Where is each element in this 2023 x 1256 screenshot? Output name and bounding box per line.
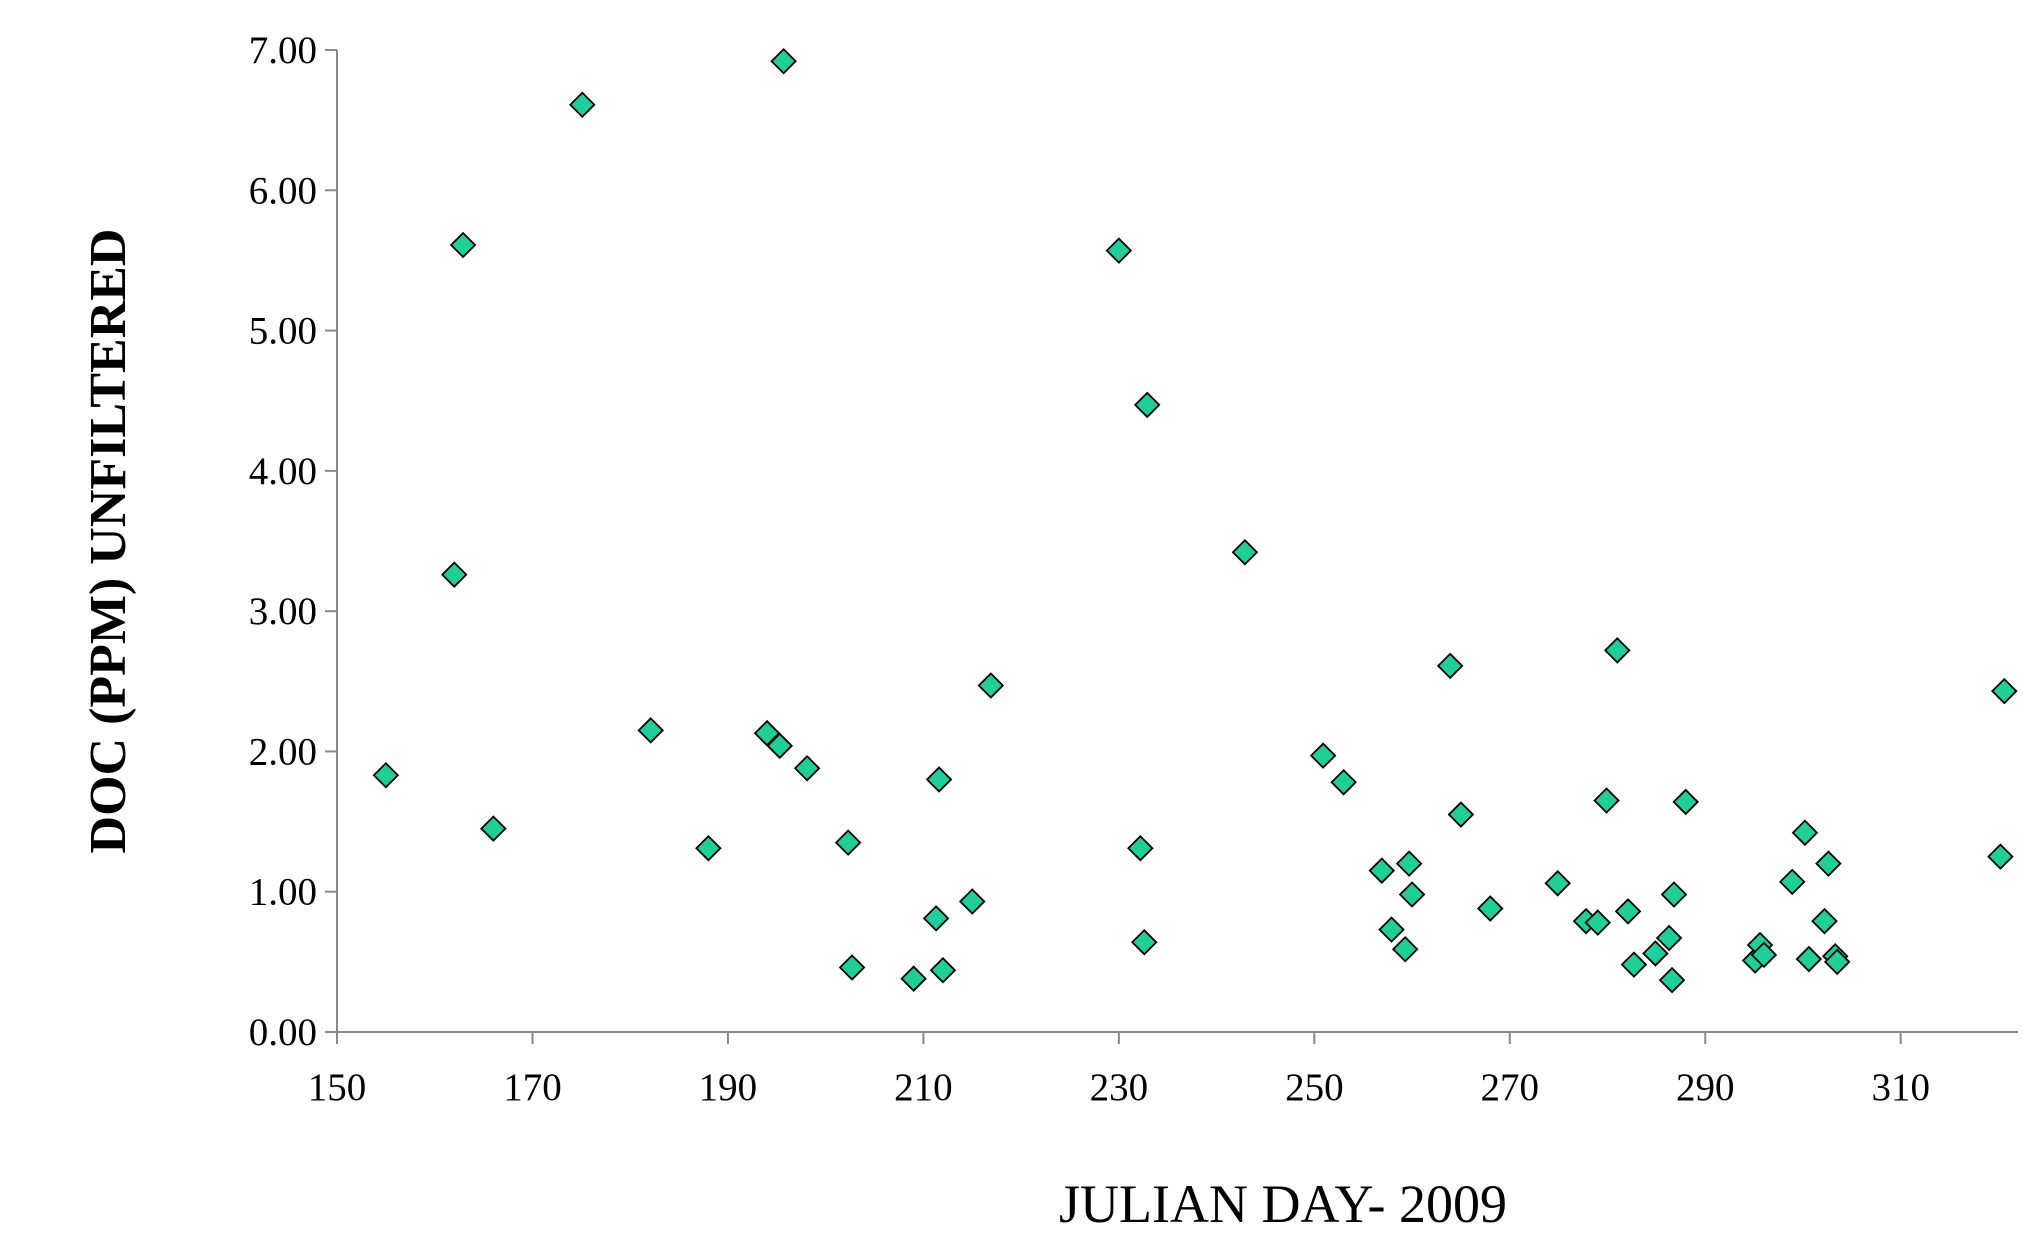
scatter-point bbox=[1127, 834, 1154, 862]
x-tick-label: 270 bbox=[1481, 1066, 1540, 1109]
y-tick-label: 3.00 bbox=[249, 590, 317, 633]
scatter-point bbox=[1815, 850, 1842, 877]
x-tick-label: 310 bbox=[1871, 1066, 1930, 1109]
scatter-point bbox=[372, 762, 400, 789]
x-tick-label: 210 bbox=[894, 1066, 953, 1109]
scatter-point bbox=[1655, 924, 1683, 952]
scatter-point bbox=[925, 766, 953, 793]
scatter-point bbox=[753, 719, 781, 747]
scatter-point bbox=[929, 957, 957, 984]
scatter-point bbox=[1750, 941, 1778, 969]
scatter-point bbox=[770, 47, 797, 75]
scatter-point bbox=[449, 231, 477, 259]
x-axis-title: JULIAN DAY- 2009 bbox=[1059, 1174, 1507, 1234]
scatter-point bbox=[1791, 819, 1819, 847]
scatter-point bbox=[1614, 898, 1642, 925]
scatter-point bbox=[1987, 843, 2014, 870]
scatter-point bbox=[1447, 801, 1475, 828]
y-axis-title: DOC (PPM) UNFILTERED bbox=[80, 229, 137, 854]
scatter-point bbox=[1778, 868, 1806, 896]
scatter-point bbox=[1795, 945, 1823, 973]
scatter-point bbox=[1130, 928, 1158, 956]
scatter-point bbox=[1620, 951, 1648, 978]
scatter-point bbox=[1309, 742, 1337, 769]
scatter-point bbox=[1544, 870, 1571, 897]
x-tick-label: 190 bbox=[699, 1066, 758, 1109]
scatter-point bbox=[1378, 916, 1405, 943]
scatter-point bbox=[1823, 948, 1851, 976]
scatter-point bbox=[1436, 652, 1464, 680]
scatter-point bbox=[1476, 895, 1504, 922]
scatter-point bbox=[569, 91, 596, 118]
scatter-point bbox=[793, 754, 821, 782]
scatter-point bbox=[1660, 881, 1688, 908]
scatter-point bbox=[958, 888, 986, 915]
scatter-point bbox=[441, 561, 468, 588]
scatter-point bbox=[1105, 237, 1133, 264]
scatter-point bbox=[637, 717, 664, 744]
scatter-point bbox=[1231, 538, 1259, 566]
scatter-point bbox=[1672, 788, 1699, 816]
scatter-point bbox=[834, 829, 862, 856]
y-tick-label: 1.00 bbox=[249, 871, 317, 914]
x-tick-label: 250 bbox=[1285, 1066, 1344, 1109]
y-tick-label: 6.00 bbox=[249, 169, 317, 212]
y-tick-label: 7.00 bbox=[249, 29, 317, 72]
scatter-point bbox=[1368, 857, 1396, 884]
scatter-point bbox=[1642, 940, 1669, 967]
scatter-point bbox=[1658, 966, 1686, 994]
scatter-point bbox=[1391, 935, 1419, 963]
scatter-point bbox=[1395, 850, 1423, 877]
y-tick-label: 4.00 bbox=[249, 450, 317, 493]
scatter-point bbox=[977, 672, 1005, 699]
scatter-point bbox=[1604, 637, 1631, 664]
x-tick-label: 150 bbox=[308, 1066, 367, 1109]
scatter-point bbox=[1584, 909, 1612, 936]
scatter-point bbox=[480, 815, 507, 842]
y-tick-label: 0.00 bbox=[249, 1011, 317, 1054]
x-tick-label: 170 bbox=[503, 1066, 562, 1109]
y-tick-label: 2.00 bbox=[249, 730, 317, 773]
scatter-point bbox=[1811, 907, 1838, 935]
y-tick-label: 5.00 bbox=[249, 310, 317, 353]
scatter-point bbox=[695, 834, 722, 862]
scatter-point bbox=[838, 954, 866, 981]
scatter-point bbox=[1330, 769, 1357, 796]
scatter-point bbox=[922, 905, 950, 932]
scatter-point bbox=[1398, 881, 1426, 908]
scatter-point bbox=[1593, 787, 1620, 814]
scatter-point bbox=[900, 965, 927, 992]
scatter-point bbox=[766, 732, 794, 760]
scatter-point bbox=[1991, 677, 2018, 705]
x-tick-label: 290 bbox=[1676, 1066, 1735, 1109]
x-tick-label: 230 bbox=[1090, 1066, 1149, 1109]
scatter-point bbox=[1133, 391, 1161, 419]
